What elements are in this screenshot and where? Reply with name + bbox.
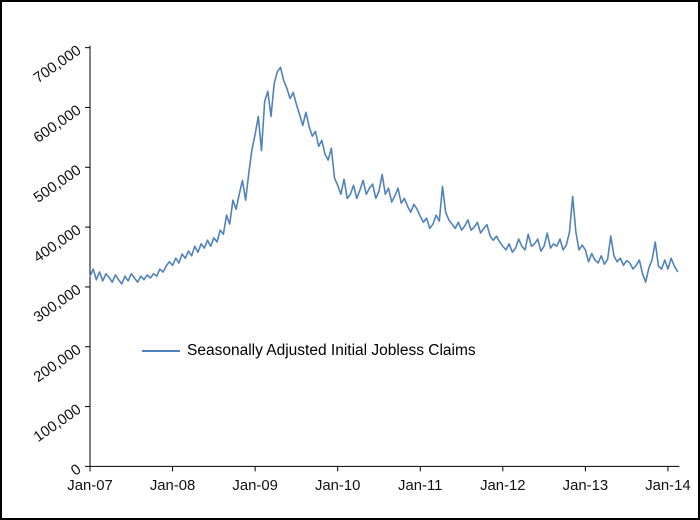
y-tick-label: 100,000 — [31, 402, 84, 446]
x-tick-label: Jan-12 — [480, 478, 525, 494]
y-tick-label: 0 — [68, 462, 84, 480]
y-tick-label: 700,000 — [31, 43, 84, 87]
x-tick-label: Jan-08 — [150, 478, 195, 494]
x-tick-label: Jan-11 — [398, 478, 442, 494]
y-tick-label: 200,000 — [31, 342, 84, 386]
claims-line-series — [89, 66, 679, 285]
legend: Seasonally Adjusted Initial Jobless Clai… — [142, 342, 476, 360]
x-tick-label: Jan-07 — [67, 478, 112, 494]
x-tick-label: Jan-09 — [232, 478, 277, 494]
x-tick-label: Jan-10 — [315, 478, 360, 494]
y-tick-label: 600,000 — [31, 103, 84, 147]
legend-label: Seasonally Adjusted Initial Jobless Clai… — [187, 342, 476, 359]
y-tick-label: 400,000 — [31, 222, 84, 266]
x-tick-label: Jan-13 — [563, 478, 608, 494]
y-tick-label: 300,000 — [31, 282, 84, 326]
legend-line-sample — [142, 350, 180, 352]
y-tick-label: 500,000 — [31, 162, 84, 206]
x-tick-label: Jan-14 — [645, 478, 690, 494]
